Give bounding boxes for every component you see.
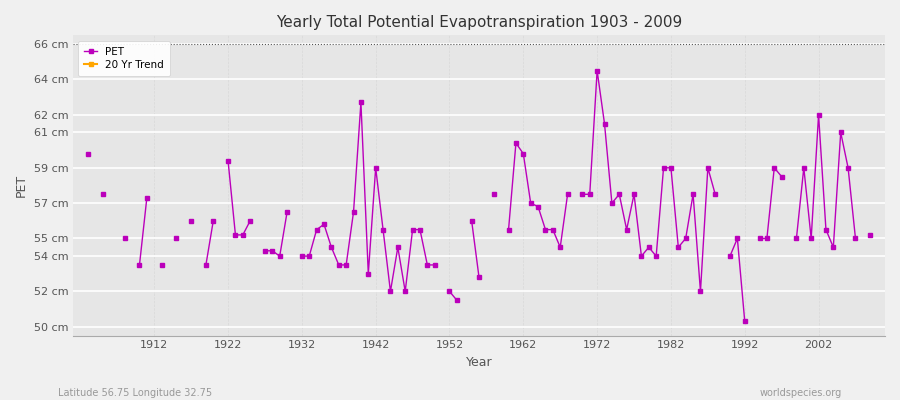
- Y-axis label: PET: PET: [15, 174, 28, 197]
- Text: worldspecies.org: worldspecies.org: [760, 388, 842, 398]
- Legend: PET, 20 Yr Trend: PET, 20 Yr Trend: [78, 40, 170, 76]
- Text: Latitude 56.75 Longitude 32.75: Latitude 56.75 Longitude 32.75: [58, 388, 212, 398]
- Title: Yearly Total Potential Evapotranspiration 1903 - 2009: Yearly Total Potential Evapotranspiratio…: [276, 15, 682, 30]
- X-axis label: Year: Year: [465, 356, 492, 369]
